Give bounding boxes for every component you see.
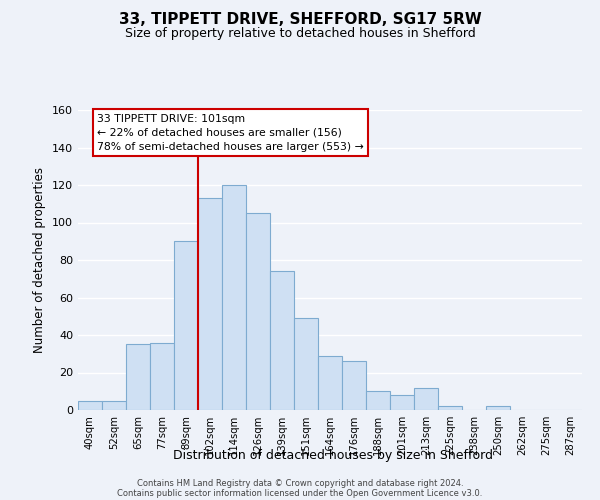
Bar xyxy=(486,406,510,410)
Text: Contains public sector information licensed under the Open Government Licence v3: Contains public sector information licen… xyxy=(118,490,482,498)
Bar xyxy=(366,391,390,410)
Bar xyxy=(438,406,462,410)
Bar xyxy=(342,361,366,410)
Text: 33 TIPPETT DRIVE: 101sqm
← 22% of detached houses are smaller (156)
78% of semi-: 33 TIPPETT DRIVE: 101sqm ← 22% of detach… xyxy=(97,114,364,152)
Text: Size of property relative to detached houses in Shefford: Size of property relative to detached ho… xyxy=(125,28,475,40)
Text: Contains HM Land Registry data © Crown copyright and database right 2024.: Contains HM Land Registry data © Crown c… xyxy=(137,480,463,488)
Bar xyxy=(150,342,174,410)
Bar xyxy=(270,271,294,410)
Bar xyxy=(390,395,414,410)
Bar xyxy=(174,242,198,410)
Bar xyxy=(294,318,318,410)
Text: 33, TIPPETT DRIVE, SHEFFORD, SG17 5RW: 33, TIPPETT DRIVE, SHEFFORD, SG17 5RW xyxy=(119,12,481,28)
Bar xyxy=(126,344,150,410)
Bar xyxy=(246,213,270,410)
Text: Distribution of detached houses by size in Shefford: Distribution of detached houses by size … xyxy=(173,448,493,462)
Bar xyxy=(102,400,126,410)
Bar xyxy=(318,356,342,410)
Y-axis label: Number of detached properties: Number of detached properties xyxy=(34,167,46,353)
Bar xyxy=(78,400,102,410)
Bar xyxy=(222,185,246,410)
Bar xyxy=(414,388,438,410)
Bar xyxy=(198,198,222,410)
